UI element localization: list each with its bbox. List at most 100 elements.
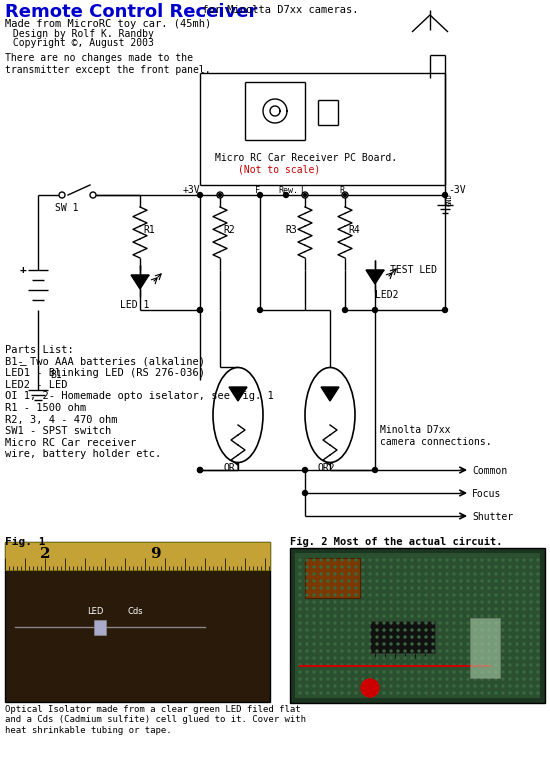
Circle shape (502, 643, 504, 645)
Circle shape (341, 685, 343, 687)
Circle shape (509, 657, 511, 659)
Circle shape (425, 566, 427, 568)
Circle shape (509, 629, 511, 631)
Circle shape (369, 566, 371, 568)
Circle shape (376, 650, 378, 652)
Circle shape (299, 678, 301, 680)
Circle shape (439, 664, 441, 666)
Circle shape (362, 580, 364, 582)
Circle shape (369, 622, 371, 624)
Circle shape (467, 601, 469, 603)
Circle shape (299, 650, 301, 652)
Circle shape (418, 580, 420, 582)
Circle shape (488, 664, 490, 666)
Circle shape (453, 657, 455, 659)
Circle shape (460, 594, 462, 596)
Circle shape (355, 678, 357, 680)
Text: -3V: -3V (448, 185, 466, 195)
Circle shape (481, 587, 483, 589)
Circle shape (523, 580, 525, 582)
Circle shape (306, 608, 308, 610)
Circle shape (495, 650, 497, 652)
Circle shape (523, 615, 525, 617)
Circle shape (397, 671, 399, 673)
Circle shape (453, 587, 455, 589)
Circle shape (383, 657, 385, 659)
Circle shape (383, 601, 385, 603)
Circle shape (376, 573, 378, 575)
Circle shape (418, 685, 420, 687)
Circle shape (460, 657, 462, 659)
Text: Optical Isolator made from a clear green LED filed flat
and a Cds (Cadmium sulfi: Optical Isolator made from a clear green… (5, 705, 306, 735)
Circle shape (488, 580, 490, 582)
Text: LED: LED (87, 607, 103, 616)
Circle shape (390, 650, 392, 652)
Circle shape (495, 566, 497, 568)
Circle shape (537, 643, 539, 645)
Circle shape (432, 643, 434, 645)
Circle shape (327, 643, 329, 645)
Circle shape (320, 594, 322, 596)
Circle shape (481, 601, 483, 603)
Circle shape (306, 622, 308, 624)
Circle shape (418, 629, 420, 631)
Text: OR1: OR1 (223, 463, 241, 473)
Circle shape (418, 643, 420, 645)
Circle shape (488, 566, 490, 568)
Circle shape (383, 608, 385, 610)
Circle shape (523, 657, 525, 659)
Text: Common: Common (472, 466, 507, 476)
Circle shape (425, 692, 427, 694)
Circle shape (341, 573, 343, 575)
Circle shape (369, 580, 371, 582)
Circle shape (404, 671, 406, 673)
Circle shape (418, 608, 420, 610)
Circle shape (369, 685, 371, 687)
Circle shape (390, 622, 392, 624)
Polygon shape (321, 387, 339, 401)
Circle shape (306, 559, 308, 561)
Circle shape (362, 636, 364, 638)
Circle shape (446, 643, 448, 645)
Circle shape (446, 615, 448, 617)
Text: LED2: LED2 (375, 290, 399, 300)
Circle shape (432, 615, 434, 617)
Circle shape (502, 566, 504, 568)
Circle shape (313, 629, 315, 631)
Circle shape (348, 608, 350, 610)
Circle shape (355, 601, 357, 603)
Circle shape (474, 594, 476, 596)
Circle shape (390, 573, 392, 575)
Circle shape (523, 636, 525, 638)
Circle shape (460, 643, 462, 645)
Circle shape (516, 643, 518, 645)
Circle shape (502, 608, 504, 610)
Circle shape (537, 650, 539, 652)
Circle shape (432, 629, 434, 631)
Circle shape (495, 629, 497, 631)
Circle shape (334, 643, 336, 645)
Circle shape (334, 594, 336, 596)
Circle shape (383, 573, 385, 575)
Circle shape (516, 580, 518, 582)
Circle shape (439, 608, 441, 610)
Circle shape (439, 587, 441, 589)
Circle shape (523, 664, 525, 666)
Circle shape (537, 657, 539, 659)
Circle shape (348, 566, 350, 568)
Circle shape (453, 615, 455, 617)
Text: Design by Rolf K. Randby: Design by Rolf K. Randby (7, 29, 154, 39)
Circle shape (530, 566, 532, 568)
Circle shape (432, 601, 434, 603)
Circle shape (481, 678, 483, 680)
Circle shape (432, 657, 434, 659)
Circle shape (474, 643, 476, 645)
Circle shape (537, 636, 539, 638)
Circle shape (418, 587, 420, 589)
Circle shape (516, 636, 518, 638)
Circle shape (355, 580, 357, 582)
Circle shape (530, 594, 532, 596)
Circle shape (425, 657, 427, 659)
Circle shape (334, 587, 336, 589)
Circle shape (404, 573, 406, 575)
